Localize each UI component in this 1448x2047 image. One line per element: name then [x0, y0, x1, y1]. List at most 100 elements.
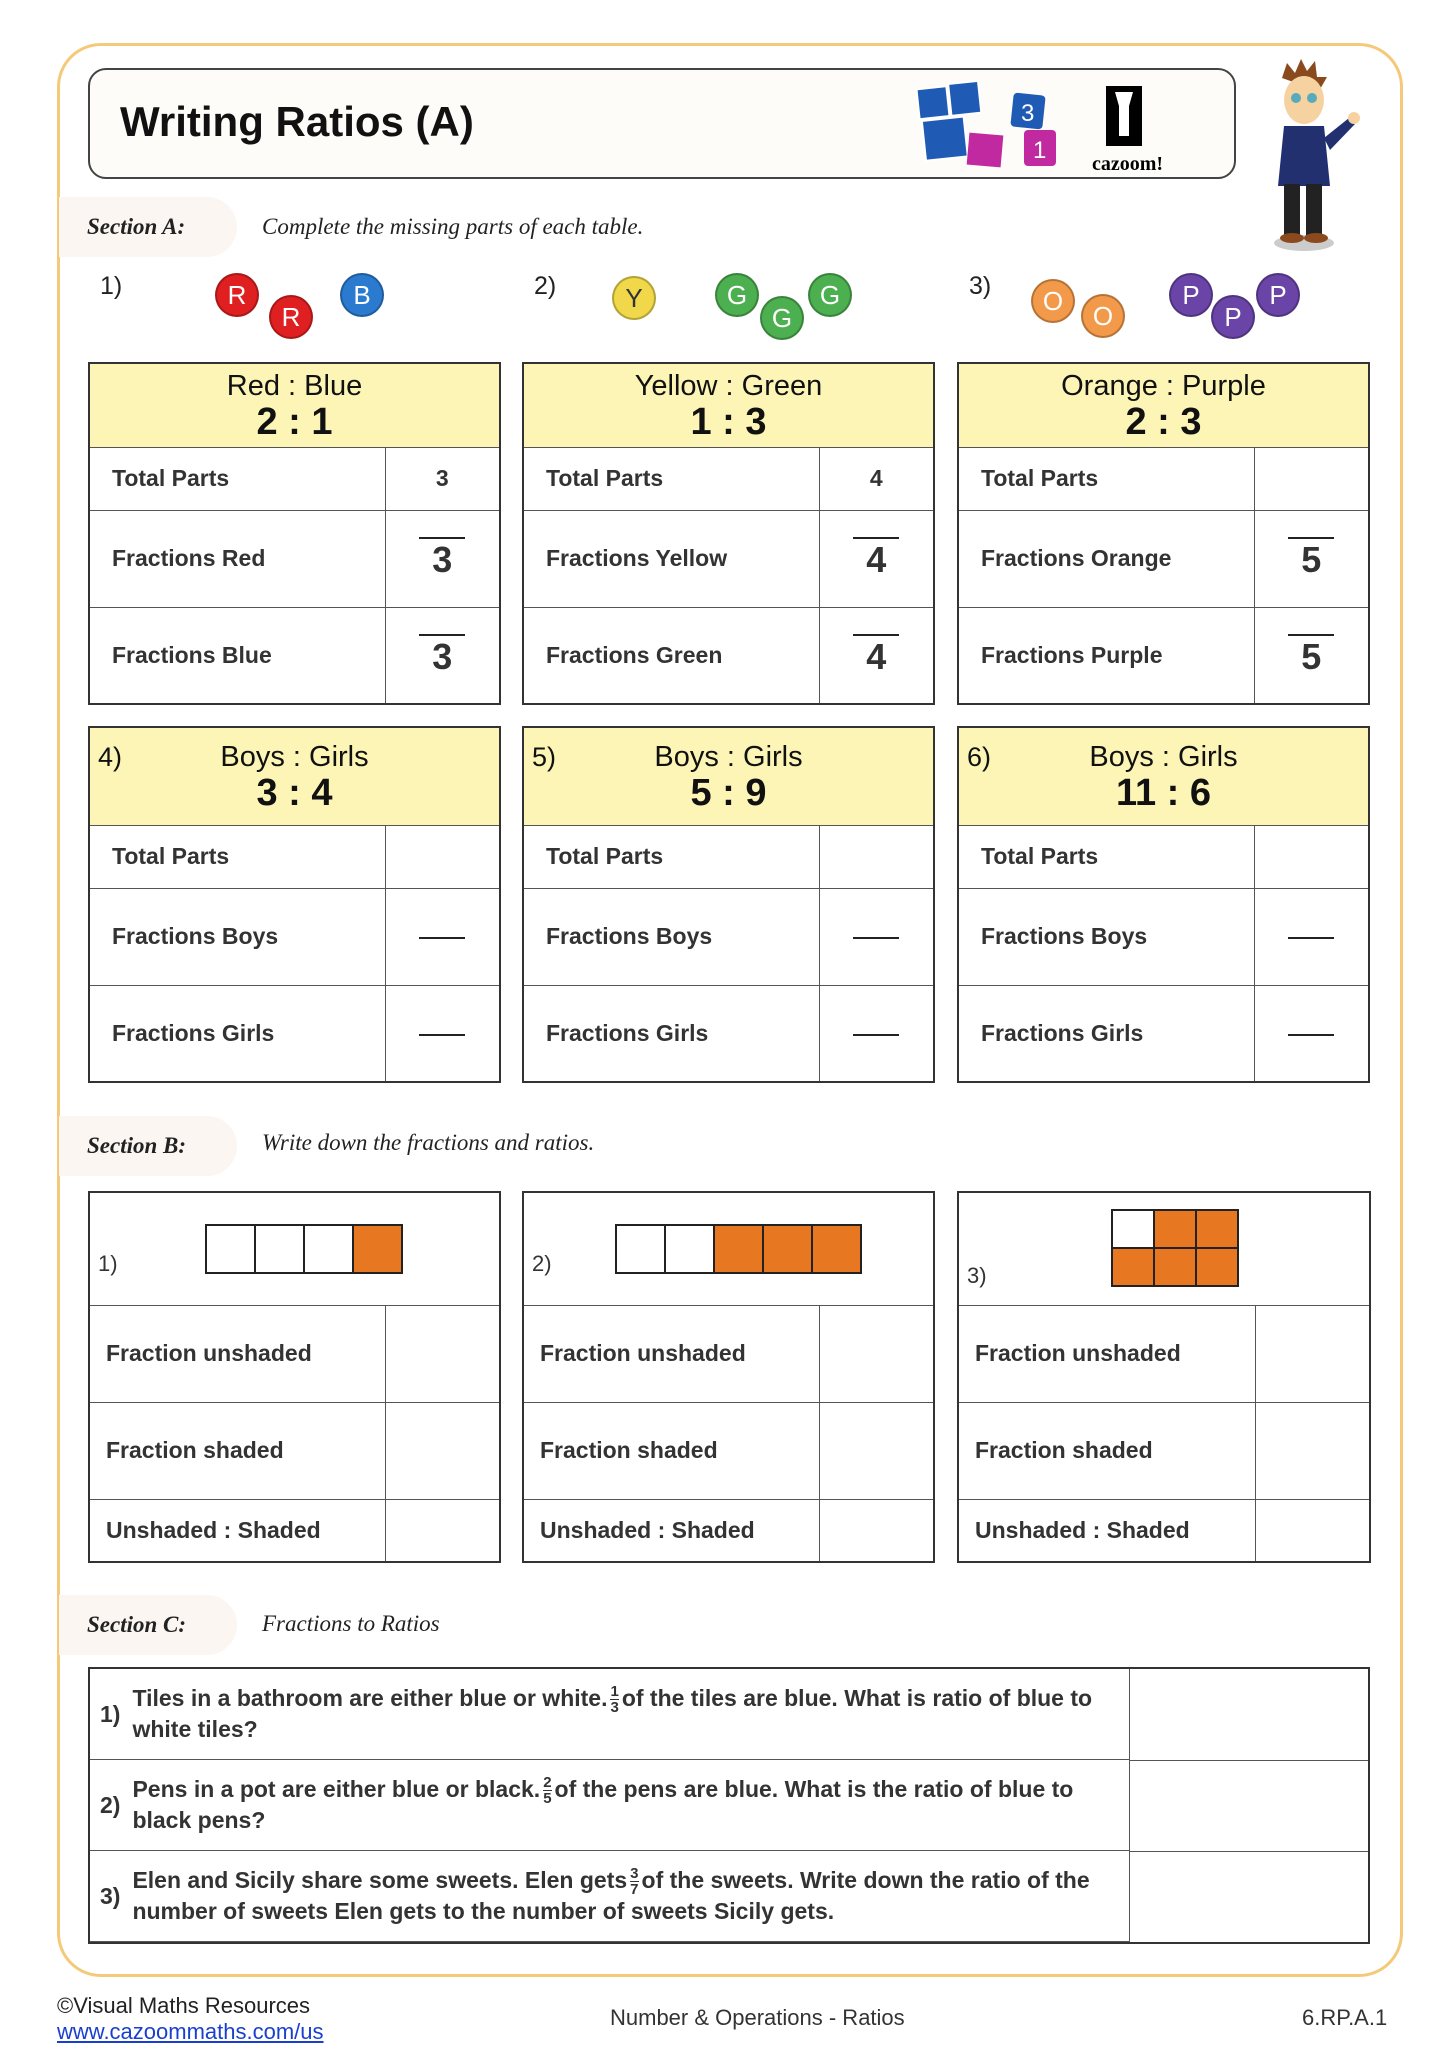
- question-number: 2): [532, 1251, 552, 1276]
- answer-cell[interactable]: [818, 824, 935, 889]
- table-header: 5) Boys : Girls 5 : 9: [522, 726, 935, 826]
- question-number: 4): [98, 742, 123, 772]
- footer-topic: Number & Operations - Ratios: [610, 2005, 905, 2030]
- question-text: 1) Tiles in a bathroom are either blue or…: [90, 1669, 1129, 1760]
- question-row: 3) Elen and Sicily share some sweets. Ele…: [89, 1850, 1370, 1944]
- answer-cell[interactable]: [384, 1401, 501, 1500]
- counter-ball: G: [715, 273, 759, 317]
- row-label: Fractions Green: [522, 606, 820, 705]
- denominator: 5: [543, 1790, 552, 1808]
- unshaded-cell: [615, 1224, 666, 1274]
- answer-cell[interactable]: [1128, 1759, 1370, 1852]
- fraction: 5: [1288, 536, 1335, 580]
- question-text-start: Pens in a pot are either blue or black.: [132, 1775, 541, 1802]
- logo-text: cazoom!: [1092, 153, 1163, 175]
- question-number: 3): [969, 272, 992, 300]
- row-label: Fraction unshaded: [522, 1304, 820, 1403]
- answer-cell[interactable]: 4: [818, 446, 935, 511]
- row-label: Total Parts: [957, 824, 1255, 889]
- denominator: 7: [630, 1881, 639, 1899]
- fraction: [853, 936, 900, 939]
- fraction: [419, 936, 466, 939]
- table-row: Fractions Red 3: [88, 509, 501, 608]
- answer-cell[interactable]: [818, 984, 935, 1083]
- fraction: [1288, 936, 1335, 939]
- answer-cell[interactable]: 4: [818, 606, 935, 705]
- ratio-table: Red : Blue 2 : 1 Total Parts 3 Fractions Red…: [88, 362, 501, 705]
- answer-cell[interactable]: [1253, 446, 1370, 511]
- denominator: 5: [1301, 635, 1322, 677]
- table-row: Fraction unshaded: [88, 1304, 501, 1403]
- logo-tile-3: 3: [1021, 100, 1034, 127]
- answer-cell[interactable]: 3: [384, 606, 501, 705]
- fraction-bar: [853, 633, 900, 636]
- row-label: Fractions Boys: [957, 887, 1255, 986]
- ratio-value: 1 : 3: [690, 400, 767, 443]
- answer-cell[interactable]: 3: [384, 509, 501, 608]
- shaded-cell: [1195, 1247, 1239, 1287]
- answer-cell[interactable]: [818, 1498, 935, 1563]
- counter-ball: P: [1256, 273, 1300, 317]
- table-row: Fractions Green 4: [522, 606, 935, 705]
- answer-cell[interactable]: [1254, 1401, 1371, 1500]
- section-b-label: Section B:: [59, 1116, 237, 1176]
- unshaded-cell: [205, 1224, 256, 1274]
- fraction-bar: [853, 936, 900, 939]
- table-header: 4) Boys : Girls 3 : 4: [88, 726, 501, 826]
- footer-standard-code: 6.RP.A.1: [1302, 2005, 1388, 2030]
- ratio-table: 5) Boys : Girls 5 : 9 Total Parts Fractions …: [522, 726, 935, 1083]
- counter-ball: G: [760, 296, 804, 340]
- answer-cell[interactable]: 5: [1253, 509, 1370, 608]
- question-text: 2) Pens in a pot are either blue or black…: [90, 1760, 1129, 1851]
- shaded-cell: [1153, 1209, 1197, 1249]
- diagram-cell: 2): [522, 1191, 935, 1306]
- answer-cell[interactable]: [1128, 1850, 1370, 1944]
- table-row: Fraction shaded: [957, 1401, 1371, 1500]
- shaded-cell: [811, 1224, 862, 1274]
- table-row: Fractions Boys: [88, 887, 501, 986]
- fraction: 5: [1288, 633, 1335, 677]
- row-label: Fractions Girls: [522, 984, 820, 1083]
- answer-cell[interactable]: [818, 887, 935, 986]
- fraction-table: 2) Fraction unshaded Fraction shaded Unshad…: [522, 1191, 935, 1563]
- row-label: Fraction unshaded: [957, 1304, 1256, 1403]
- section-c-instruction: Fractions to Ratios: [262, 1611, 440, 1636]
- ratio-title: Boys : Girls: [1089, 740, 1238, 773]
- fraction-bar: [853, 536, 900, 539]
- answer-cell[interactable]: 3: [384, 446, 501, 511]
- denominator: 3: [432, 635, 453, 677]
- website-link[interactable]: www.cazoommaths.com/us: [57, 2019, 324, 2044]
- answer-cell[interactable]: [1254, 1304, 1371, 1403]
- answer-cell[interactable]: [1253, 887, 1370, 986]
- shaded-cell: [1195, 1209, 1239, 1249]
- answer-cell[interactable]: [384, 1498, 501, 1563]
- row-label: Total Parts: [88, 446, 386, 511]
- numerator: 2: [543, 1774, 552, 1792]
- title-banner: Writing Ratios (A) 3 1 cazoom!: [88, 68, 1236, 179]
- answer-cell[interactable]: [384, 824, 501, 889]
- ratio-table: Yellow : Green 1 : 3 Total Parts 4 Fractions…: [522, 362, 935, 705]
- answer-cell[interactable]: [1253, 984, 1370, 1083]
- table-row: Fractions Boys: [522, 887, 935, 986]
- table-row: Fraction unshaded: [522, 1304, 935, 1403]
- row-label: Unshaded : Shaded: [957, 1498, 1256, 1563]
- fraction: 4: [853, 633, 900, 677]
- counter-ball: G: [808, 273, 852, 317]
- answer-cell[interactable]: [384, 1304, 501, 1403]
- cartoon-boy-mascot: [1274, 59, 1360, 251]
- answer-cell[interactable]: [1254, 1498, 1371, 1563]
- answer-cell[interactable]: [818, 1401, 935, 1500]
- answer-cell[interactable]: 4: [818, 509, 935, 608]
- logo-tile-1: 1: [1033, 137, 1046, 164]
- answer-cell[interactable]: [384, 887, 501, 986]
- answer-cell[interactable]: [1253, 824, 1370, 889]
- answer-cell[interactable]: [384, 984, 501, 1083]
- table-header: Yellow : Green 1 : 3: [522, 362, 935, 448]
- answer-cell[interactable]: 5: [1253, 606, 1370, 705]
- answer-cell[interactable]: [1128, 1667, 1370, 1761]
- question-row: 2) Pens in a pot are either blue or black…: [89, 1759, 1370, 1852]
- table-row: Total Parts 4: [522, 446, 935, 511]
- table-row: Unshaded : Shaded: [522, 1498, 935, 1563]
- answer-cell[interactable]: [818, 1304, 935, 1403]
